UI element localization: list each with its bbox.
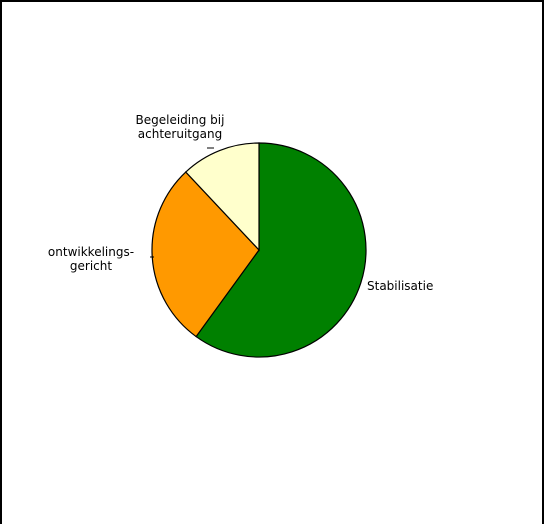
slice-label-line: Stabilisatie [367, 279, 433, 293]
slice-label-0: Stabilisatie [367, 279, 433, 293]
pie-slice-2 [184, 142, 260, 252]
pie-slice-0 [195, 142, 367, 358]
slice-labels: Stabilisatie ontwikkelings-gericht Begelei… [48, 113, 433, 293]
slice-label-line: ontwikkelings- [48, 245, 134, 259]
slice-label-line: achteruitgang [138, 127, 222, 141]
pie-slices [151, 142, 367, 358]
slice-label-1: ontwikkelings-gericht [48, 245, 134, 273]
slice-label-line: gericht [70, 259, 112, 273]
slice-label-2: Begeleiding bij achteruitgang [136, 113, 225, 141]
label-leader-lines [150, 147, 214, 258]
slice-label-line: Begeleiding bij [136, 113, 225, 127]
